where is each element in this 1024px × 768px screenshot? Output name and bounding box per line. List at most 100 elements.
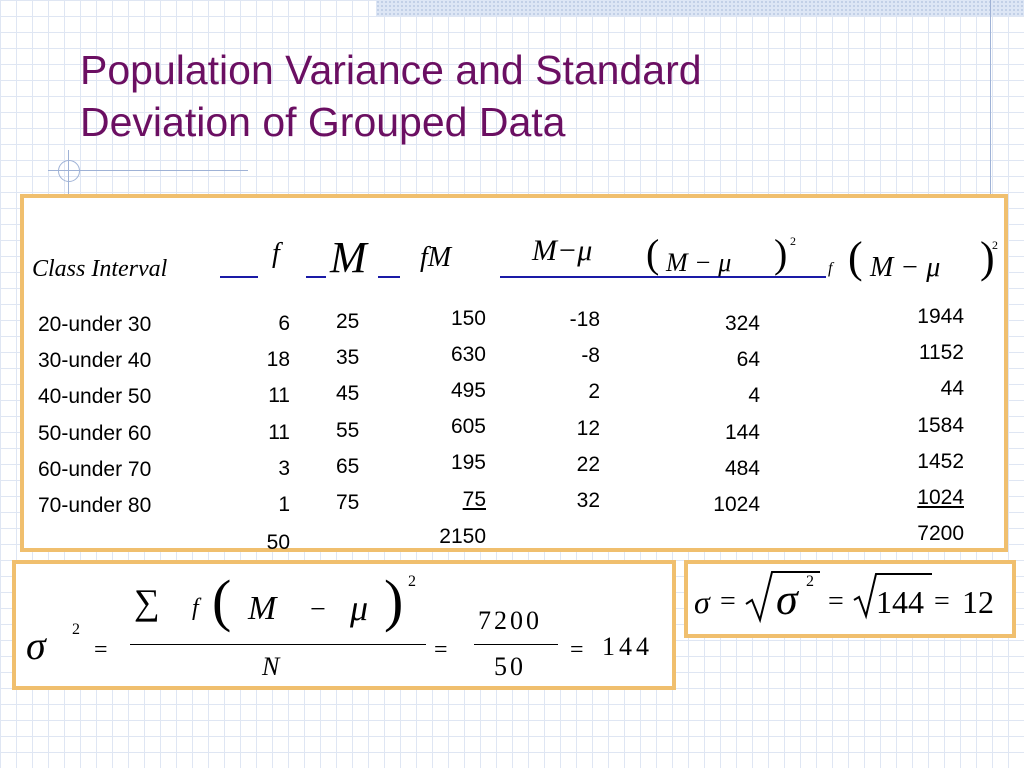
f-cell: 11 xyxy=(268,384,290,407)
m-cell: 25 xyxy=(336,310,360,333)
weighted-squared-deviation-total: 7200 xyxy=(917,522,964,545)
f-total: 50 xyxy=(266,531,290,554)
f-cell: 18 xyxy=(266,348,290,371)
f-cell: 11 xyxy=(268,421,290,444)
crosshair-horizontal-line xyxy=(48,170,248,171)
fm-cell: 75 xyxy=(462,488,486,511)
denominator-n: N xyxy=(262,652,280,681)
sd-equals-2: = xyxy=(828,586,844,617)
class-interval-cell: 20-under 30 xyxy=(38,313,152,336)
m-cell: 75 xyxy=(336,491,360,514)
variance-formula: σ 2 = ∑ f ( M − μ ) 2 N = 7200 50 = 144 xyxy=(12,560,676,690)
header-m-underline-right xyxy=(378,276,400,278)
sqrt-sign-2 xyxy=(853,573,932,620)
sd-sigma-squared: σ xyxy=(776,575,798,624)
weighted-squared-deviation-cell: 1152 xyxy=(918,341,964,364)
sd-sigma-exponent: 2 xyxy=(806,573,814,590)
class-interval-cell: 60-under 70 xyxy=(38,458,152,481)
title-line-2: Deviation of Grouped Data xyxy=(80,99,566,145)
squared-deviation-cell: 324 xyxy=(724,312,760,335)
header-fm: fM xyxy=(420,242,452,273)
header-decor-bar xyxy=(376,0,1024,16)
sd-equals-1: = xyxy=(720,586,736,617)
equals-sign-2: = xyxy=(434,637,448,663)
header-f: f xyxy=(272,238,280,269)
squared-deviation-cell: 64 xyxy=(736,348,760,371)
variance-result: 144 xyxy=(602,632,653,661)
deviation-cell: -18 xyxy=(569,308,600,331)
header-m-minus-mu: M−μ xyxy=(532,234,593,267)
header-deviation-underline xyxy=(500,276,826,278)
weighted-squared-deviation-cell: 1944 xyxy=(917,305,964,328)
header-fsq-exponent: 2 xyxy=(992,238,998,252)
deviation-cell: 2 xyxy=(588,380,600,403)
grouped-data-table: Class Interval f M fM M−μ ( M − μ ) 2 f … xyxy=(20,194,1008,554)
class-interval-cell: 40-under 50 xyxy=(38,385,152,408)
m-cell: 45 xyxy=(336,382,360,405)
class-interval-cell: 50-under 60 xyxy=(38,422,152,445)
header-f-small: f xyxy=(828,260,833,277)
header-sq-exponent: 2 xyxy=(790,234,796,248)
deviation-cell: 32 xyxy=(576,489,600,512)
header-sq-close-paren: ) xyxy=(774,231,788,276)
m-cell: 65 xyxy=(336,455,360,478)
header-sq-open-paren: ( xyxy=(646,231,660,276)
slide-title: Population Variance and Standard Deviati… xyxy=(80,44,940,148)
numerator-mu: μ xyxy=(350,588,369,628)
summation-symbol: ∑ xyxy=(134,582,160,622)
deviation-cell: 12 xyxy=(576,417,600,440)
fraction-numerator: 7200 xyxy=(478,606,542,635)
weighted-squared-deviation-cell: 44 xyxy=(940,377,964,400)
squared-deviation-cell: 4 xyxy=(748,384,760,407)
sqrt-sign-1 xyxy=(745,571,820,624)
m-cell: 55 xyxy=(336,419,360,442)
fm-cell: 195 xyxy=(450,451,486,474)
m-cell: 35 xyxy=(336,346,360,369)
squared-deviation-cell: 144 xyxy=(724,421,760,444)
header-f-underline xyxy=(220,276,258,278)
deviation-cell: 22 xyxy=(576,453,600,476)
weighted-squared-deviation-cell: 1584 xyxy=(917,414,964,437)
sd-sigma: σ xyxy=(694,584,710,620)
class-interval-cell: 30-under 40 xyxy=(38,349,152,372)
header-m-minus-mu-squared: M − μ xyxy=(666,248,732,277)
sigma-symbol: σ xyxy=(26,623,46,668)
deviation-cell: -8 xyxy=(581,344,600,367)
equals-sign-1: = xyxy=(94,637,108,663)
sd-result: 12 xyxy=(962,584,994,620)
title-line-1: Population Variance and Standard xyxy=(80,47,702,93)
fm-cell: 605 xyxy=(450,415,486,438)
fm-cell: 150 xyxy=(450,307,486,330)
header-m-underline-left xyxy=(306,276,326,278)
numerator-open-paren: ( xyxy=(212,568,232,633)
f-cell: 1 xyxy=(278,493,290,516)
variance-exponent: 2 xyxy=(72,621,80,638)
numerator-close-paren: ) xyxy=(384,568,404,633)
header-fsq-open-paren: ( xyxy=(848,233,863,282)
numerator-minus: − xyxy=(310,594,326,625)
fraction-bar-2 xyxy=(474,644,558,645)
header-m: M xyxy=(330,233,367,282)
fm-cell: 630 xyxy=(450,343,486,366)
numerator-f: f xyxy=(192,595,199,621)
header-fsq-close-paren: ) xyxy=(980,233,995,282)
fm-cell: 495 xyxy=(450,379,486,402)
numerator-m: M xyxy=(248,590,277,627)
weighted-squared-deviation-cell: 1024 xyxy=(917,486,964,509)
numerator-exponent: 2 xyxy=(408,573,416,590)
sd-equals-3: = xyxy=(934,586,950,617)
equals-sign-3: = xyxy=(570,637,584,663)
fraction-denominator: 50 xyxy=(494,652,526,681)
squared-deviation-cell: 484 xyxy=(724,457,760,480)
sd-variance-value: 144 xyxy=(876,584,924,620)
header-f-m-minus-mu-squared: M − μ xyxy=(870,252,941,283)
squared-deviation-cell: 1024 xyxy=(713,493,760,516)
fm-total: 2150 xyxy=(439,525,486,548)
standard-deviation-formula: σ = σ 2 = 144 = 12 xyxy=(684,560,1016,638)
crosshair-circle xyxy=(58,160,80,182)
fraction-bar-1 xyxy=(130,644,426,645)
header-class-interval: Class Interval xyxy=(32,256,168,282)
class-interval-cell: 70-under 80 xyxy=(38,494,152,517)
f-cell: 6 xyxy=(278,312,290,335)
f-cell: 3 xyxy=(278,457,290,480)
